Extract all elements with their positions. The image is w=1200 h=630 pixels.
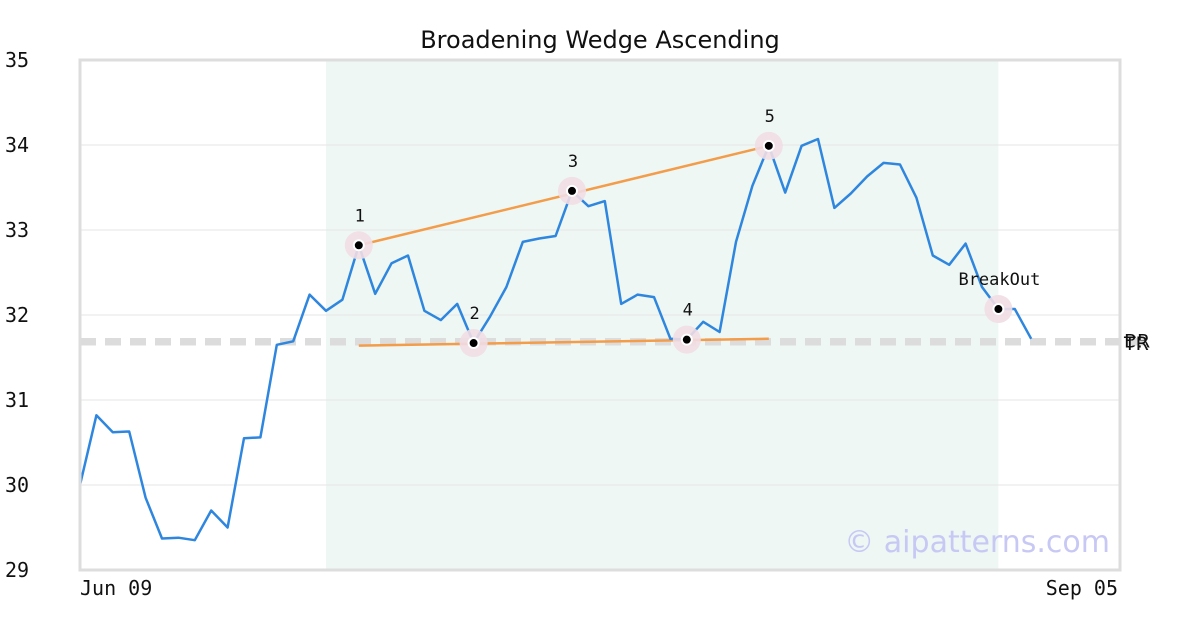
x-tick-label-start: Jun 09 [80, 576, 152, 600]
point-marker [352, 239, 365, 252]
y-tick-label: 33 [5, 218, 29, 242]
y-tick-label: 35 [5, 48, 29, 72]
point-marker [680, 333, 693, 346]
y-tick-label: 32 [5, 303, 29, 327]
point-label: 2 [469, 304, 479, 324]
plot-border [78, 58, 1122, 572]
point-marker [467, 337, 480, 350]
point-label: 3 [568, 152, 578, 172]
y-tick-label: 30 [5, 473, 29, 497]
point-marker [566, 184, 578, 197]
y-tick-label: 34 [5, 133, 29, 157]
x-tick-label-end: Sep 05 [1046, 576, 1118, 600]
chart-title: Broadening Wedge Ascending [420, 26, 780, 54]
level-label: TR [1123, 333, 1149, 355]
watermark: © aipatterns.com [844, 525, 1110, 560]
point-marker [992, 303, 1005, 316]
y-tick-label: 31 [5, 388, 29, 412]
point-label: 1 [355, 206, 365, 226]
y-tick-label: 29 [5, 558, 29, 582]
price-line [78, 137, 1033, 542]
point-marker [762, 139, 775, 152]
breakout-label: BreakOut [958, 270, 1040, 290]
point-label: 4 [683, 301, 693, 321]
point-label: 5 [765, 107, 775, 127]
